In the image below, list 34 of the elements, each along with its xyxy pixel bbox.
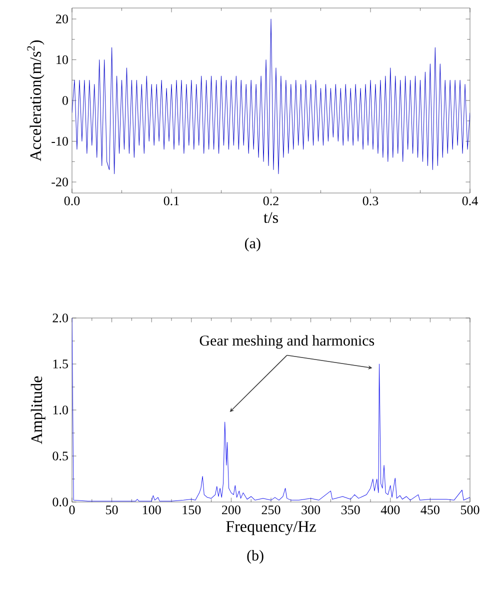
x-tick-label: 0 bbox=[69, 506, 75, 514]
x-axis-title: t/s bbox=[264, 212, 278, 223]
x-tick-label: 450 bbox=[420, 506, 440, 514]
x-tick-label: 250 bbox=[262, 506, 280, 514]
text: (a) bbox=[244, 238, 260, 252]
annotation: Gear meshing and harmonics bbox=[200, 335, 374, 349]
x-tick-label: 100 bbox=[142, 506, 161, 514]
y-tick-label: 2.0 bbox=[52, 314, 68, 322]
x-tick-label: 0.4 bbox=[462, 196, 478, 206]
x-tick-label: 500 bbox=[461, 506, 480, 514]
y-axis-title: Amplitude bbox=[30, 376, 46, 444]
text: (b) bbox=[247, 550, 264, 564]
y-tick-label: 20 bbox=[56, 14, 68, 24]
y-tick-label: 1.0 bbox=[53, 406, 68, 414]
y-tick-label: -20 bbox=[52, 178, 68, 186]
y-tick-label: 0 bbox=[62, 96, 68, 105]
y-tick-label: 1.5 bbox=[53, 360, 68, 368]
x-tick-label: 300 bbox=[302, 506, 320, 514]
x-tick-label: 0.2 bbox=[263, 196, 278, 206]
y-axis-title: Acceleration(m/s$^{2}$) bbox=[27, 40, 44, 162]
y-tick-label: 0.5 bbox=[52, 452, 68, 460]
x-tick-label: 200 bbox=[222, 506, 240, 514]
x-tick-label: 0.3 bbox=[362, 196, 378, 206]
x-tick-label: 50 bbox=[106, 506, 118, 514]
line-series bbox=[72, 18, 470, 174]
x-axis-title: Frequency/Hz bbox=[226, 521, 316, 536]
x-tick-label: 0.0 bbox=[64, 196, 80, 206]
x-tick-label: 150 bbox=[182, 506, 201, 514]
x-tick-label: 400 bbox=[380, 506, 400, 514]
x-tick-label: 350 bbox=[341, 506, 360, 514]
y-tick-label: -10 bbox=[52, 136, 68, 146]
x-tick-label: 0.1 bbox=[164, 196, 179, 206]
y-tick-label: 10 bbox=[56, 55, 68, 64]
y-tick-label: 0.0 bbox=[52, 498, 68, 506]
